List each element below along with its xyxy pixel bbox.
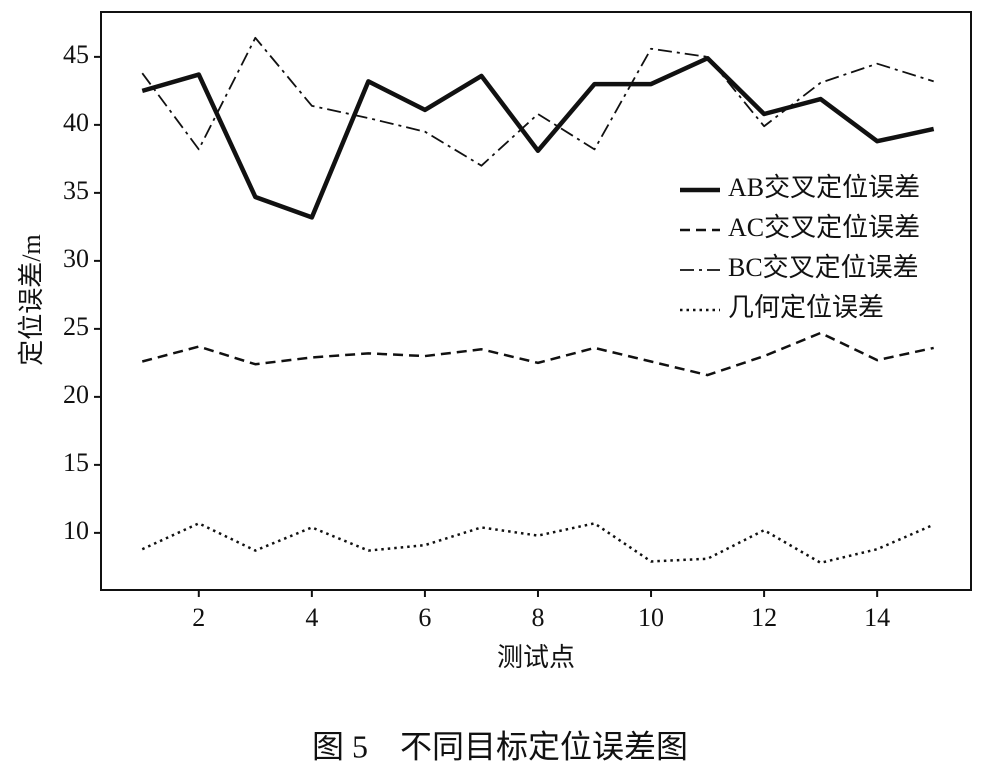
x-tick-label: 12: [751, 603, 777, 632]
caption: 图 5 不同目标定位误差图: [312, 728, 688, 764]
y-tick-label: 15: [63, 448, 89, 477]
legend-label: AC交叉定位误差: [728, 213, 920, 242]
y-axis-label: 定位误差/m: [17, 234, 46, 365]
y-tick-label: 30: [63, 244, 89, 273]
legend-label: 几何定位误差: [728, 293, 884, 322]
y-tick-label: 25: [63, 312, 89, 341]
series-line: [141, 522, 935, 565]
y-tick-label: 40: [63, 108, 89, 137]
legend-label: BC交叉定位误差: [728, 253, 919, 282]
y-tick-label: 35: [63, 176, 89, 205]
x-tick-label: 6: [418, 603, 431, 632]
series-line: [141, 55, 935, 220]
legend-label: AB交叉定位误差: [728, 173, 920, 202]
x-tick-label: 10: [638, 603, 664, 632]
plot-frame: [100, 11, 972, 591]
y-tick-label: 20: [63, 380, 89, 409]
x-tick-label: 2: [192, 603, 205, 632]
x-tick-label: 4: [305, 603, 318, 632]
x-axis-label: 测试点: [497, 643, 575, 672]
series-line: [141, 36, 934, 167]
x-tick-label: 8: [531, 603, 544, 632]
y-tick-label: 10: [63, 516, 89, 545]
y-tick-label: 45: [63, 40, 89, 69]
x-tick-label: 14: [864, 603, 890, 632]
series-line: [141, 331, 934, 377]
